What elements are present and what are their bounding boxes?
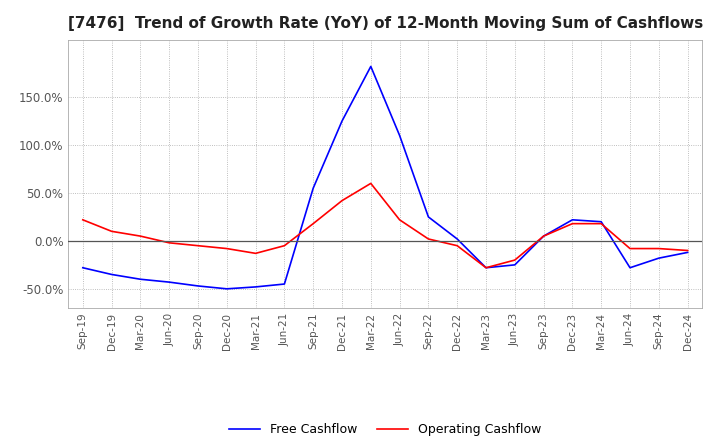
Free Cashflow xyxy=(510,262,519,268)
Operating Cashflow xyxy=(395,217,404,223)
Free Cashflow xyxy=(683,250,692,255)
Free Cashflow xyxy=(194,283,202,289)
Free Cashflow xyxy=(78,265,87,270)
Operating Cashflow xyxy=(424,236,433,242)
Operating Cashflow xyxy=(510,257,519,263)
Operating Cashflow xyxy=(194,243,202,248)
Free Cashflow xyxy=(395,133,404,138)
Operating Cashflow xyxy=(683,248,692,253)
Operating Cashflow xyxy=(597,221,606,226)
Free Cashflow xyxy=(222,286,231,291)
Legend: Free Cashflow, Operating Cashflow: Free Cashflow, Operating Cashflow xyxy=(224,418,546,440)
Free Cashflow xyxy=(366,64,375,69)
Free Cashflow xyxy=(280,282,289,287)
Free Cashflow xyxy=(539,234,548,239)
Operating Cashflow xyxy=(366,181,375,186)
Operating Cashflow xyxy=(338,198,346,203)
Operating Cashflow xyxy=(222,246,231,251)
Free Cashflow xyxy=(107,272,116,277)
Operating Cashflow xyxy=(309,221,318,226)
Operating Cashflow xyxy=(539,234,548,239)
Free Cashflow xyxy=(309,186,318,191)
Free Cashflow xyxy=(453,236,462,242)
Free Cashflow xyxy=(251,284,260,290)
Free Cashflow xyxy=(482,265,490,270)
Operating Cashflow xyxy=(280,243,289,248)
Operating Cashflow xyxy=(78,217,87,223)
Free Cashflow xyxy=(338,118,346,124)
Free Cashflow xyxy=(597,219,606,224)
Line: Free Cashflow: Free Cashflow xyxy=(83,66,688,289)
Free Cashflow xyxy=(424,214,433,220)
Operating Cashflow xyxy=(165,240,174,246)
Operating Cashflow xyxy=(107,229,116,234)
Free Cashflow xyxy=(654,256,663,261)
Operating Cashflow xyxy=(136,234,145,239)
Operating Cashflow xyxy=(453,243,462,248)
Operating Cashflow xyxy=(482,265,490,270)
Free Cashflow xyxy=(626,265,634,270)
Line: Operating Cashflow: Operating Cashflow xyxy=(83,183,688,268)
Title: [7476]  Trend of Growth Rate (YoY) of 12-Month Moving Sum of Cashflows: [7476] Trend of Growth Rate (YoY) of 12-… xyxy=(68,16,703,32)
Free Cashflow xyxy=(136,277,145,282)
Free Cashflow xyxy=(165,279,174,285)
Operating Cashflow xyxy=(251,251,260,256)
Operating Cashflow xyxy=(626,246,634,251)
Operating Cashflow xyxy=(654,246,663,251)
Free Cashflow xyxy=(568,217,577,223)
Operating Cashflow xyxy=(568,221,577,226)
